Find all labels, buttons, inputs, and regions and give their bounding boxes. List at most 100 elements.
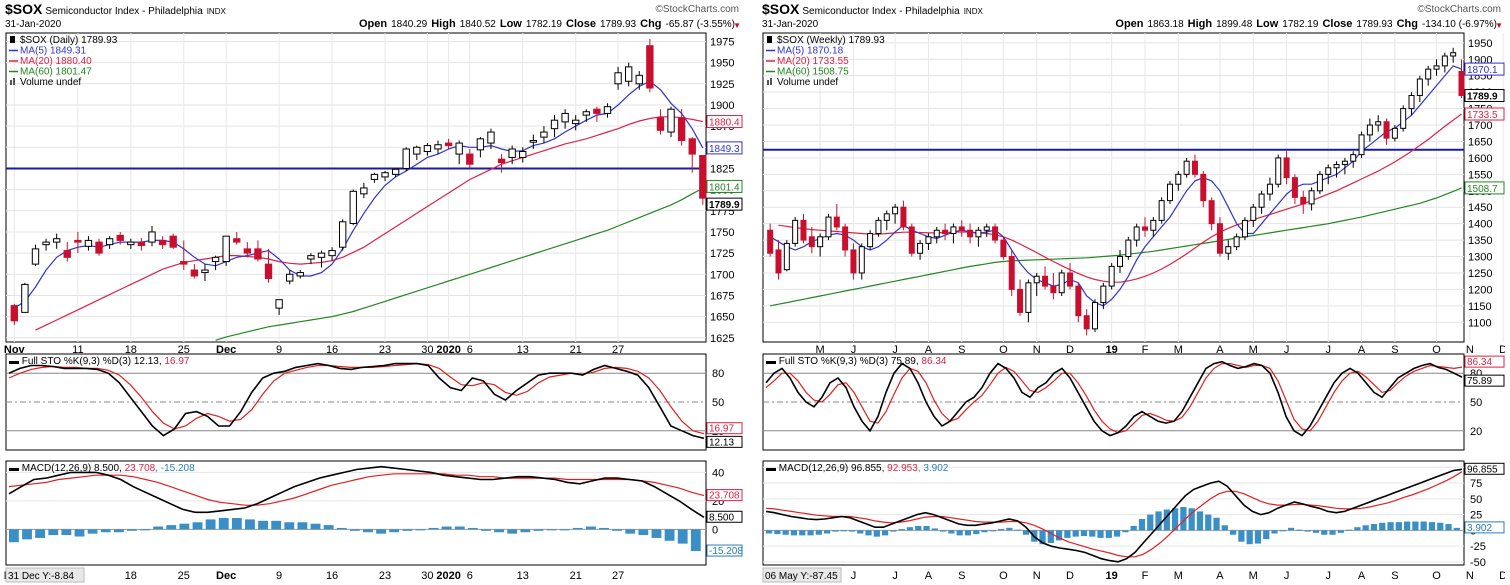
candle-body <box>116 234 124 241</box>
bottom-time-label: S <box>958 570 965 582</box>
price-tick-label: 1300 <box>1468 252 1492 264</box>
time-axis-label: S <box>958 344 965 356</box>
chart-header: $SOX Semiconductor Index - Philadelphia IN… <box>5 1 741 30</box>
candle-body <box>1450 52 1457 57</box>
candle-body <box>656 117 665 131</box>
sto-value-tag: 75.89 <box>1464 374 1505 387</box>
macd-title: ▬ MACD(12,26,9) 96.855, 92.953, 3.902 <box>766 463 949 474</box>
brand-text: ©StockCharts.com <box>1417 4 1501 15</box>
time-axis-label: 18 <box>125 344 137 356</box>
sto-d-line <box>8 362 705 435</box>
macd-histogram-bar <box>428 527 439 530</box>
macd-histogram-bar <box>1437 522 1444 531</box>
macd-histogram-bar <box>218 517 229 530</box>
candle-body <box>1358 134 1365 156</box>
symbol-text: $SOX <box>762 1 800 17</box>
candle-body <box>349 190 357 224</box>
macd-histogram-bar <box>1130 525 1137 531</box>
macd-histogram-bar <box>271 520 282 530</box>
macd-title: ▬ MACD(12,26,9) 8.500, 23.708, -15.208 <box>9 463 195 474</box>
candle-body <box>1258 193 1265 208</box>
macd-value-tag: 3.902 <box>1464 521 1505 534</box>
price-value-tag: 1870.1 <box>1464 62 1505 76</box>
candle-body <box>667 108 675 133</box>
time-axis-label: M <box>816 344 825 356</box>
candle-body <box>455 142 463 155</box>
quote-open: 1840.29 <box>391 19 428 30</box>
price-tag-label: 1849.3 <box>709 144 740 155</box>
price-gridlines <box>763 33 1504 342</box>
macd-histogram-bar <box>1404 521 1411 531</box>
bottom-time-label: 16 <box>326 570 338 582</box>
index-name: Semiconductor Index - Philadelphia <box>802 6 960 17</box>
macd-histogram-bar <box>906 527 914 531</box>
candle-body <box>1250 206 1257 221</box>
candle-body <box>892 206 899 215</box>
macd-histogram-bar <box>1022 530 1030 535</box>
price-tick-label: 1650 <box>1468 136 1492 148</box>
bottom-time-label: D <box>1499 570 1505 582</box>
macd-tag-box <box>1464 521 1505 534</box>
candle-body <box>1300 196 1307 205</box>
candle-body <box>614 72 622 85</box>
candle-body <box>1233 236 1240 248</box>
macd-hist-value: , 3.902 <box>918 463 949 474</box>
macd-histogram-bar <box>1279 530 1286 532</box>
candle-body <box>42 241 50 246</box>
macd-tick-label: 50 <box>1470 494 1482 506</box>
price-tick-label: 1200 <box>1468 284 1492 296</box>
crosshair-readout: 31 Dec Y:-8.84 <box>5 567 85 583</box>
macd-histogram-bar <box>1445 524 1452 531</box>
bottom-time-label: 25 <box>178 570 190 582</box>
price-pane: 1950190018501800175017001650160015501500… <box>762 32 1505 343</box>
macd-histogram-bar <box>546 529 557 531</box>
index-name: Semiconductor Index - Philadelphia <box>45 6 203 17</box>
quote-chg-label: Chg <box>1397 18 1418 30</box>
macd-histogram-bar <box>35 529 46 538</box>
candle-body <box>767 229 774 254</box>
candle-body <box>519 151 527 158</box>
quote-low-label: Low <box>1256 18 1278 30</box>
price-tick-label: 1150 <box>1468 301 1492 313</box>
price-pane-frame <box>762 32 1465 343</box>
candle-body <box>925 236 932 244</box>
price-tag-label: 1789.9 <box>1467 91 1498 102</box>
macd-histogram-bar <box>87 529 98 534</box>
bottom-time-label: 19 <box>1106 570 1118 582</box>
macd-pane: 1007550250-25-50▬ MACD(12,26,9) 96.855, … <box>762 460 1505 569</box>
macd-histogram-bar <box>376 529 387 534</box>
sto-title-text: ▬ Full STO %K(9,3) %D(3) 12.13, <box>9 356 164 367</box>
macd-histogram-bar <box>1155 511 1162 531</box>
time-axis-label: 2020 <box>436 344 460 356</box>
macd-histogram-bar <box>1312 530 1320 533</box>
price-tag-box <box>1464 62 1505 76</box>
down-arrow-icon: ▼ <box>1495 21 1503 30</box>
candle-body <box>1116 256 1123 267</box>
time-axis-label: M <box>1249 344 1258 356</box>
candle-body <box>1208 200 1215 225</box>
price-tick-label: 1350 <box>1468 235 1492 247</box>
exchange-name: INDX <box>964 7 984 16</box>
candle-body <box>1400 108 1407 129</box>
macd-histogram-bar <box>625 529 636 534</box>
macd-histogram-bar <box>599 527 609 530</box>
quote-close: 1789.93 <box>1356 19 1393 30</box>
sto-tag-label: 86.34 <box>1467 357 1492 368</box>
macd-histogram-bar <box>1238 530 1245 542</box>
macd-histogram-bar <box>973 530 980 535</box>
exchange-name: INDX <box>207 7 227 16</box>
candle-body <box>391 168 400 175</box>
macd-histogram-bar <box>677 529 688 544</box>
price-tag-label: 1508.7 <box>1467 184 1498 195</box>
macd-tag-label: 8.500 <box>709 512 734 523</box>
candle-body <box>52 238 61 243</box>
candle-body <box>413 146 421 155</box>
quote-high-label: High <box>431 18 456 30</box>
macd-histogram-bar <box>559 529 570 531</box>
price-tag-box <box>706 115 743 129</box>
legend-item: MA(5) 1870.18 <box>777 46 844 57</box>
volume-icon <box>10 80 12 85</box>
candle-body <box>190 269 199 277</box>
sto-tag-box <box>1464 355 1505 368</box>
candle-body <box>858 246 865 274</box>
